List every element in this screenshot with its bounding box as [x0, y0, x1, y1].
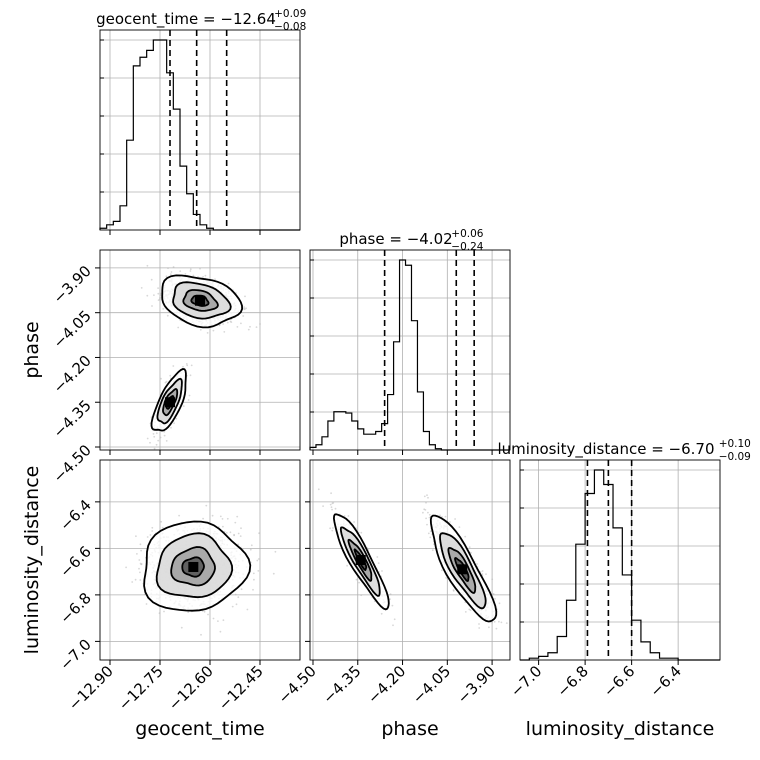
ytick-label-luminosity_distance-0: −7.0	[56, 635, 94, 673]
density-peak-geocent_time-vs-luminosity_distance-0	[188, 561, 199, 572]
ytick-label-phase-0: −4.50	[50, 441, 95, 486]
title-minus-phase: −0.24	[451, 241, 483, 253]
xtick-label-geocent_time-2: −12.60	[165, 662, 217, 714]
xaxis-label-geocent_time: geocent_time	[135, 718, 264, 740]
data-layer	[99, 30, 720, 661]
xtick-label-luminosity_distance-3: −6.4	[646, 662, 684, 700]
xtick-label-phase-2: −4.20	[364, 662, 409, 707]
xtick-label-luminosity_distance-0: −7.0	[507, 662, 545, 700]
title-plus-geocent_time: +0.09	[274, 8, 306, 20]
xtick-label-phase-4: −3.90	[454, 662, 499, 707]
histogram-phase	[309, 259, 510, 451]
ytick-label-phase-3: −4.05	[50, 307, 95, 352]
panel-frame-geocent_time-vs-luminosity_distance	[99, 459, 301, 661]
title-minus-geocent_time: −0.08	[274, 21, 306, 33]
ytick-label-luminosity_distance-1: −6.8	[56, 589, 94, 627]
title-plus-luminosity_distance: +0.10	[719, 438, 751, 450]
panel-geocent_time-vs-phase	[140, 264, 261, 450]
panel-frame-geocent_time-vs-phase	[99, 249, 301, 451]
density-peak-geocent_time-vs-phase-1	[165, 397, 175, 408]
yaxis-label-phase: phase	[21, 321, 43, 378]
density-peak-phase-vs-luminosity_distance-1	[355, 555, 366, 565]
ytick-label-phase-1: −4.35	[50, 396, 95, 441]
xtick-label-luminosity_distance-1: −6.8	[553, 662, 591, 700]
xaxis-label-phase: phase	[381, 718, 438, 740]
xtick-label-luminosity_distance-2: −6.6	[600, 662, 638, 700]
xaxis-label-luminosity_distance: luminosity_distance	[526, 718, 715, 740]
title-phase: phase = −4.02	[339, 230, 452, 248]
panel-geocent_time-vs-luminosity_distance	[125, 504, 277, 636]
panel-frame-phase-vs-luminosity_distance	[309, 459, 511, 661]
ytick-label-luminosity_distance-3: −6.4	[56, 496, 94, 534]
density-peak-geocent_time-vs-phase-0	[195, 295, 205, 306]
title-luminosity_distance: luminosity_distance = −6.70	[497, 440, 714, 459]
panel-frame-phase	[309, 249, 511, 451]
histogram-geocent_time	[99, 39, 300, 231]
xtick-label-geocent_time-3: −12.45	[215, 662, 267, 714]
grid-layer	[100, 30, 720, 660]
panel-frame-luminosity_distance	[519, 459, 721, 661]
title-minus-luminosity_distance: −0.09	[719, 451, 751, 463]
ytick-label-phase-4: −3.90	[50, 262, 95, 307]
density-peak-phase-vs-luminosity_distance-0	[457, 564, 468, 575]
title-plus-phase: +0.06	[451, 228, 483, 240]
yaxis-label-luminosity_distance: luminosity_distance	[21, 466, 43, 655]
ytick-label-phase-2: −4.20	[50, 352, 95, 397]
histogram-luminosity_distance	[520, 469, 720, 661]
panel-phase-vs-luminosity_distance	[317, 488, 508, 630]
xtick-label-geocent_time-1: −12.75	[115, 662, 167, 714]
title-geocent_time: geocent_time = −12.64	[96, 10, 276, 29]
panel-frame-geocent_time	[99, 29, 301, 231]
xtick-label-phase-1: −4.35	[319, 662, 364, 707]
xtick-label-phase-0: −4.50	[275, 662, 320, 707]
ytick-label-luminosity_distance-2: −6.6	[56, 542, 94, 580]
xtick-label-phase-3: −4.05	[409, 662, 454, 707]
frame-layer	[95, 29, 721, 665]
